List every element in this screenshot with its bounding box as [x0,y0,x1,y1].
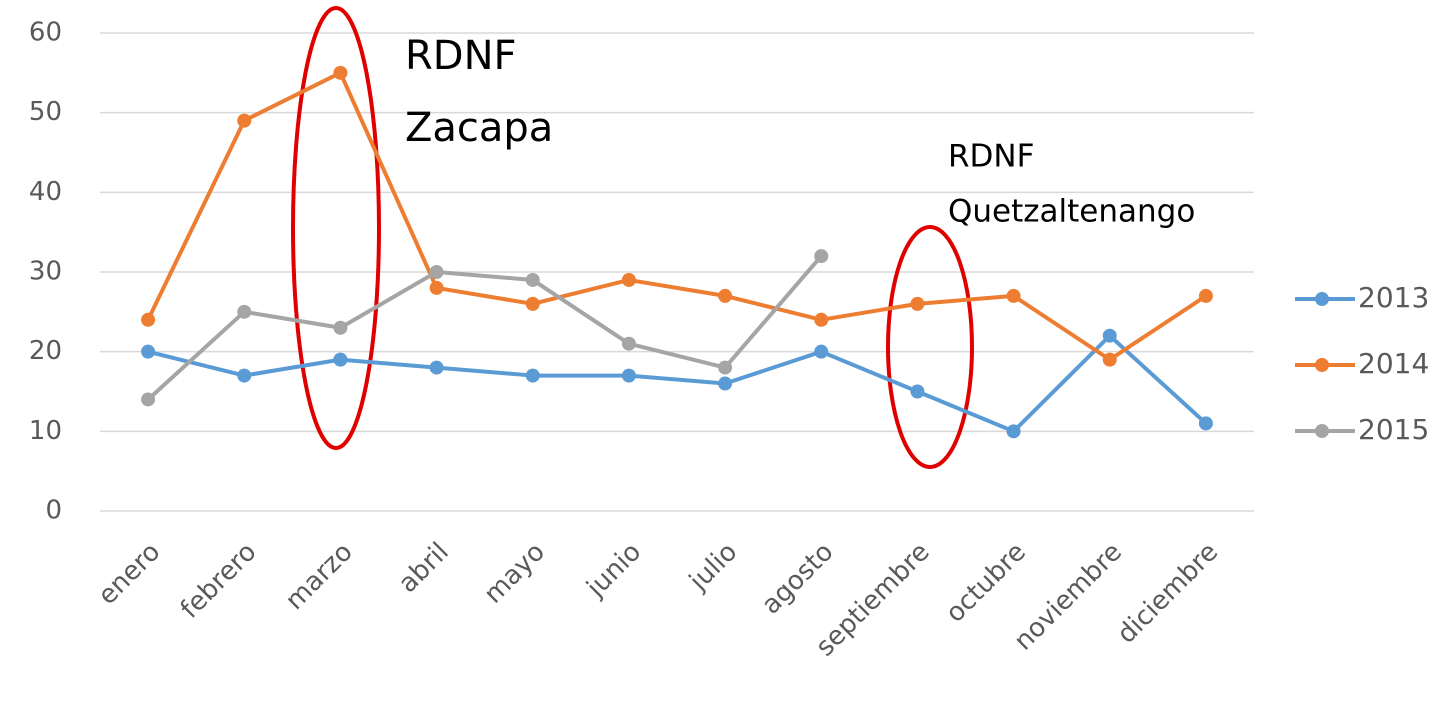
data-point [429,360,444,375]
x-tick-label: julio [683,537,743,597]
x-tick-label: junio [580,537,647,604]
data-point [814,344,829,359]
data-point [621,368,636,383]
y-tick-label: 20 [29,336,62,366]
data-point [333,352,348,367]
series-line [146,70,1208,362]
x-tick-label: octubre [940,537,1032,629]
data-point [814,312,829,327]
x-tick-label: abril [393,537,455,599]
legend-label: 2013 [1358,281,1429,314]
legend-marker [1315,358,1329,372]
data-point [333,65,348,80]
data-point [718,376,733,391]
y-tick-label: 0 [45,496,62,526]
data-point [333,320,348,335]
data-point [429,280,444,295]
legend-label: 2014 [1358,347,1429,380]
legend-marker [1315,292,1329,306]
data-point [1102,352,1117,367]
data-point [1006,424,1021,439]
data-point [1198,288,1213,303]
y-tick-label: 50 [29,97,62,127]
annotation: RDNF [948,139,1034,175]
x-tick-label: mayo [478,537,551,610]
series-line [147,333,1208,434]
legend-label: 2015 [1358,413,1429,446]
data-point [814,249,829,264]
data-point [141,392,156,407]
x-tick-label: agosto [756,537,839,620]
data-point [525,296,540,311]
data-point [1198,416,1213,431]
legend-marker [1315,424,1329,438]
data-point [525,368,540,383]
highlight-ellipse [886,225,974,469]
annotation: RDNF [405,33,517,79]
data-point [141,344,156,359]
data-point [1102,328,1117,343]
data-point [1006,288,1021,303]
highlight-ellipse [291,6,381,450]
data-point [621,272,636,287]
y-tick-label: 30 [29,257,62,287]
data-point [141,312,156,327]
data-point [718,360,733,375]
annotation: Zacapa [405,105,553,151]
y-tick-label: 10 [29,416,62,446]
data-point [621,336,636,351]
y-tick-label: 60 [29,18,62,48]
series-line [146,254,823,401]
x-tick-label: diciembre [1112,537,1225,650]
data-point [237,113,252,128]
y-tick-label: 40 [29,177,62,207]
x-tick-label: marzo [280,537,359,616]
data-point [237,304,252,319]
data-point [718,288,733,303]
data-point [910,296,925,311]
data-point [429,265,444,279]
data-point [910,384,925,399]
annotation: Quetzaltenango [948,194,1195,230]
x-tick-label: enero [92,537,166,611]
x-tick-label: febrero [175,537,263,625]
data-point [237,368,252,383]
data-point [525,272,540,287]
